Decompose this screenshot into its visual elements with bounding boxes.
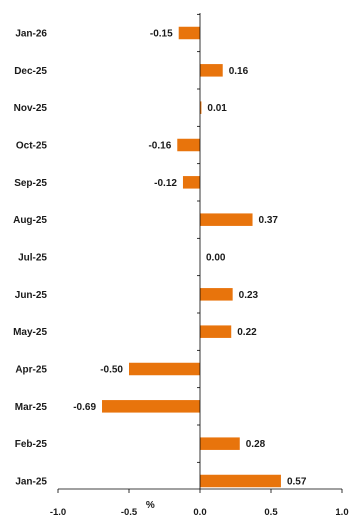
category-label: Dec-25 bbox=[14, 66, 47, 77]
x-tick-label: -1.0 bbox=[50, 507, 66, 518]
bars-group bbox=[102, 26, 281, 488]
bar-nov-25 bbox=[200, 101, 202, 114]
bar-sep-25 bbox=[182, 176, 200, 189]
y-axis-ticks bbox=[197, 13, 200, 463]
category-label: Jun-25 bbox=[15, 290, 48, 301]
x-tick-label: 1.0 bbox=[335, 507, 348, 518]
bar-mar-25 bbox=[102, 400, 200, 413]
category-label: Mar-25 bbox=[15, 402, 48, 413]
category-label: May-25 bbox=[13, 327, 47, 338]
category-label: Sep-25 bbox=[14, 178, 47, 189]
x-tick-labels: -1.0 -0.5 0.0 0.5 1.0 bbox=[50, 507, 349, 518]
bar-feb-25 bbox=[200, 437, 240, 450]
category-labels: Jan-26 Dec-25 Nov-25 Oct-25 Sep-25 Aug-25 Jul-… bbox=[13, 29, 47, 488]
x-tick-label: 0.0 bbox=[193, 507, 206, 518]
category-label: Jan-25 bbox=[15, 477, 47, 488]
value-label: 0.22 bbox=[237, 327, 257, 338]
value-label: 0.00 bbox=[206, 253, 226, 264]
category-label: Apr-25 bbox=[15, 365, 47, 376]
category-label: Jul-25 bbox=[18, 253, 47, 264]
value-label: -0.50 bbox=[100, 365, 123, 376]
category-label: Feb-25 bbox=[15, 439, 48, 450]
bar-jun-25 bbox=[200, 288, 233, 301]
value-label: 0.57 bbox=[287, 477, 307, 488]
x-axis-ticks bbox=[57, 489, 343, 493]
value-label: -0.69 bbox=[73, 402, 96, 413]
category-label: Oct-25 bbox=[16, 141, 48, 152]
bar-dec-25 bbox=[200, 64, 223, 77]
category-label: Aug-25 bbox=[13, 215, 47, 226]
value-label: 0.01 bbox=[207, 103, 227, 114]
x-tick-label: 0.5 bbox=[264, 507, 278, 518]
bar-jan-25 bbox=[200, 474, 281, 488]
bar-jan-26 bbox=[178, 26, 200, 40]
value-labels: -0.15 0.16 0.01 -0.16 -0.12 0.37 0.00 0.23 0.22 -… bbox=[73, 29, 307, 488]
value-label: 0.16 bbox=[229, 66, 249, 77]
value-label: 0.28 bbox=[246, 439, 266, 450]
axes-group: % bbox=[57, 13, 343, 511]
bar-aug-25 bbox=[200, 213, 253, 226]
x-tick-label: -0.5 bbox=[121, 507, 138, 518]
value-label: 0.37 bbox=[259, 215, 279, 226]
bar-apr-25 bbox=[129, 362, 200, 376]
category-label: Nov-25 bbox=[14, 103, 48, 114]
value-label: -0.15 bbox=[150, 29, 173, 40]
x-axis-title: % bbox=[146, 500, 155, 511]
value-label: 0.23 bbox=[239, 290, 259, 301]
value-label: -0.16 bbox=[148, 141, 171, 152]
value-label: -0.12 bbox=[154, 178, 177, 189]
category-label: Jan-26 bbox=[15, 29, 47, 40]
bar-oct-25 bbox=[177, 138, 200, 152]
bar-may-25 bbox=[200, 325, 232, 338]
